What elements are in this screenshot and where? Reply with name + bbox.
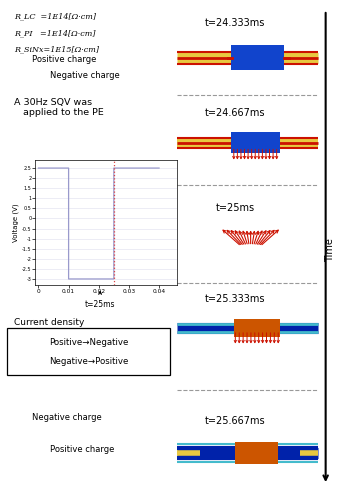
Y-axis label: Voltage (V): Voltage (V) <box>12 203 19 242</box>
Text: R_SiNx=1E15[Ω·cm]: R_SiNx=1E15[Ω·cm] <box>14 46 99 54</box>
Bar <box>7 328 170 375</box>
Text: t=25ms: t=25ms <box>85 300 115 309</box>
Text: t=25.667ms: t=25.667ms <box>205 416 266 426</box>
Text: Negative charge: Negative charge <box>32 413 101 422</box>
Text: Negative→Positive: Negative→Positive <box>49 357 128 366</box>
Bar <box>234 318 280 336</box>
Text: R_PI   =1E14[Ω·cm]: R_PI =1E14[Ω·cm] <box>14 29 96 37</box>
Bar <box>231 132 280 152</box>
Text: Positive charge: Positive charge <box>50 446 114 454</box>
Text: t=25.333ms: t=25.333ms <box>205 294 266 304</box>
Text: Positive charge: Positive charge <box>32 56 96 64</box>
Text: Current density: Current density <box>14 318 85 327</box>
Text: t=24.333ms: t=24.333ms <box>205 18 266 28</box>
Text: A 30Hz SQV was
   applied to the PE: A 30Hz SQV was applied to the PE <box>14 98 104 117</box>
Bar <box>235 442 278 464</box>
Text: t=24.667ms: t=24.667ms <box>205 108 266 118</box>
Text: Time: Time <box>325 238 335 262</box>
Bar <box>231 46 284 70</box>
Text: Negative charge: Negative charge <box>50 72 119 80</box>
Text: t=25ms: t=25ms <box>216 204 255 214</box>
Text: R_LC  =1E14[Ω·cm]: R_LC =1E14[Ω·cm] <box>14 12 96 20</box>
Text: Positive→Negative: Positive→Negative <box>49 338 128 347</box>
